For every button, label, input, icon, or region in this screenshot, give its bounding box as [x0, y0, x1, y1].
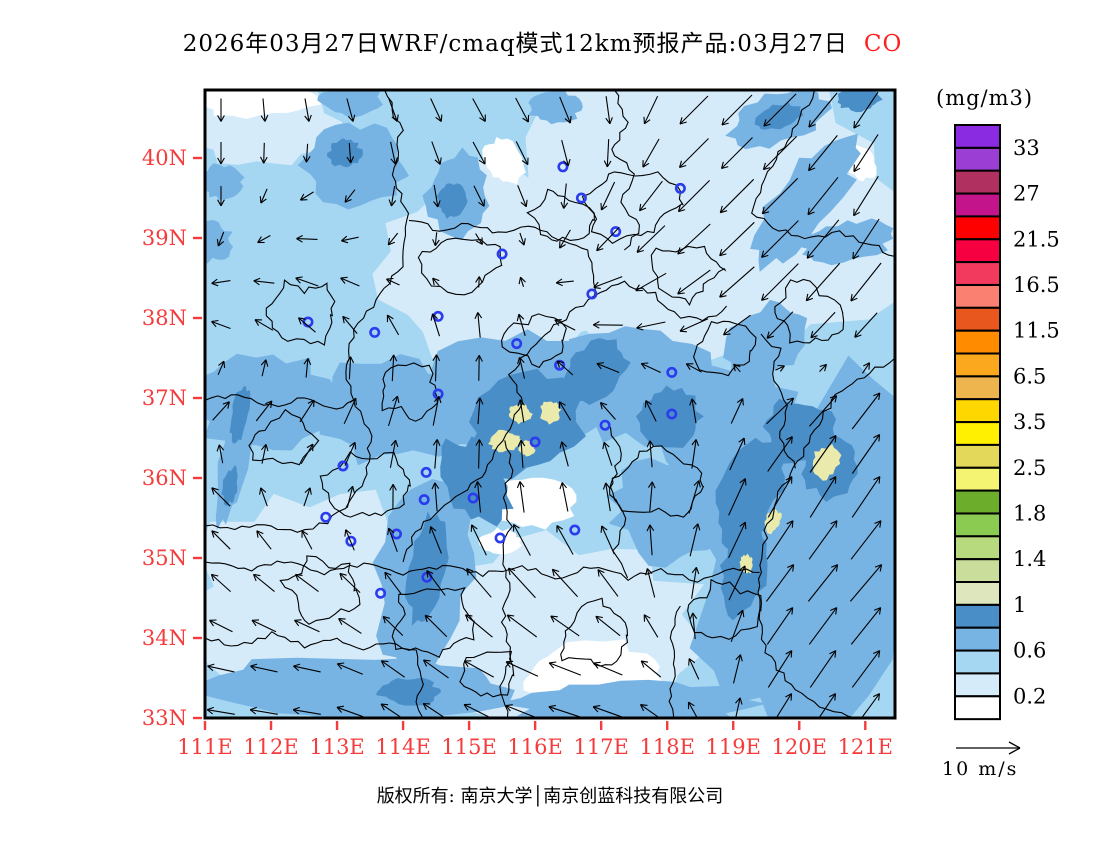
colorbar-cell [954, 306, 1001, 332]
colorbar-cell [954, 443, 1001, 469]
city-marker [666, 366, 678, 378]
colorbar-cell [954, 329, 1001, 355]
city-marker [432, 310, 444, 322]
city-marker [494, 532, 506, 544]
lon-tick-label: 120E [772, 735, 827, 759]
lon-tick-label: 114E [375, 735, 430, 759]
city-marker [467, 492, 479, 504]
colorbar-tick-label: 16.5 [1013, 273, 1060, 297]
city-marker [529, 436, 541, 448]
lon-tick-label: 117E [573, 735, 628, 759]
colorbar-cell [954, 352, 1001, 378]
colorbar-cell [954, 238, 1001, 264]
colorbar-cell [954, 489, 1001, 515]
lat-tick-label: 35N [142, 546, 187, 570]
city-marker [511, 338, 523, 350]
city-marker [375, 587, 387, 599]
lon-tick-label: 119E [706, 735, 761, 759]
colorbar-cell [954, 421, 1001, 446]
colorbar-cell [954, 124, 1001, 149]
colorbar-cell [954, 192, 1001, 218]
colorbar-tick-label: 21.5 [1013, 227, 1060, 251]
city-marker [496, 248, 508, 260]
city-marker [418, 494, 430, 506]
city-marker [554, 359, 566, 371]
colorbar-tick-label: 1.8 [1013, 502, 1046, 526]
city-marker [666, 408, 678, 420]
city-marker [345, 535, 357, 547]
colorbar-cell [954, 398, 1001, 424]
lon-tick-label: 121E [838, 735, 893, 759]
city-marker [391, 528, 403, 540]
colorbar-tick-label: 6.5 [1013, 364, 1046, 388]
colorbar-cell [954, 215, 1001, 241]
city-marker [674, 182, 686, 194]
title-text: 2026年03月27日WRF/cmaq模式12km预报产品:03月27日 [182, 31, 848, 57]
city-marker [610, 226, 622, 238]
city-marker [586, 288, 598, 300]
wind-scale-label: 10 m/s [942, 758, 1019, 780]
lat-tick-label: 38N [142, 306, 187, 330]
colorbar-tick-label: 3.5 [1013, 410, 1046, 434]
colorbar-units-label: (mg/m3) [936, 86, 1034, 110]
lon-tick-label: 118E [639, 735, 694, 759]
axis-labels: 40N 39N 38N 37N 36N 35N 34N 33N 111E 112E 113E 114E… [142, 146, 893, 759]
colorbar-tick-label: 1 [1013, 593, 1026, 617]
wind-vector-layer [206, 91, 883, 718]
city-marker [337, 460, 349, 472]
colorbar-cell [954, 284, 1001, 309]
colorbar-cell [954, 261, 1001, 286]
lat-tick-label: 39N [142, 226, 187, 250]
colorbar-tick-label: 11.5 [1013, 319, 1060, 343]
colorbar-tick-label: 27 [1013, 182, 1040, 206]
city-marker [599, 419, 611, 431]
city-marker [420, 466, 432, 478]
colorbar-cell [954, 512, 1001, 538]
page-title: 2026年03月27日WRF/cmaq模式12km预报产品:03月27日 CO [0, 24, 1085, 58]
lon-tick-label: 113E [309, 735, 364, 759]
colorbar-cell [954, 581, 1001, 606]
axis-ticks [193, 156, 867, 730]
title-pollutant: CO [863, 31, 903, 57]
colorbar-cell [954, 535, 1001, 561]
map-frame [203, 88, 897, 720]
colorbar-cell [954, 558, 1001, 584]
concentration-fill-layer [205, 90, 895, 718]
city-marker [320, 511, 332, 523]
colorbar-tick-label: 0.6 [1013, 639, 1046, 663]
colorbar-cell [954, 603, 1001, 629]
colorbar-tick-label: 2.5 [1013, 456, 1046, 480]
city-marker [569, 524, 581, 536]
lon-tick-label: 112E [243, 735, 298, 759]
city-marker [575, 192, 587, 204]
city-markers-layer [302, 161, 686, 599]
copyright: 版权所有: 南京大学│南京创蓝科技有限公司 [376, 786, 724, 807]
map-canvas: 40N 39N 38N 37N 36N 35N 34N 33N 111E 112E 113E 114E… [142, 88, 897, 759]
colorbar-tick-label: 33 [1013, 136, 1040, 160]
colorbar-cell [954, 466, 1001, 492]
lon-tick-label: 115E [441, 735, 496, 759]
lat-tick-label: 37N [142, 386, 187, 410]
colorbar-cell [954, 169, 1001, 195]
colorbar-cell [954, 649, 1001, 675]
lat-tick-label: 40N [142, 146, 187, 170]
lat-tick-label: 33N [142, 706, 187, 730]
lat-tick-label: 36N [142, 466, 187, 490]
colorbar-cell [954, 672, 1001, 698]
colorbar-tick-label: 1.4 [1013, 547, 1046, 571]
colorbar-cell [954, 146, 1001, 172]
colorbar-cell [954, 626, 1001, 652]
colorbar-tick-label: 0.2 [1013, 684, 1046, 708]
lon-tick-label: 116E [507, 735, 562, 759]
lon-tick-label: 111E [177, 735, 232, 759]
colorbar: 33 27 21.5 16.5 11.5 6.5 3.5 2.5 1.8 1.4 1 0.6 0.2 [954, 124, 1060, 721]
city-marker [557, 161, 569, 173]
lat-tick-label: 34N [142, 626, 187, 650]
colorbar-cell [954, 375, 1001, 401]
city-marker [369, 326, 381, 338]
wind-scale-arrow [956, 741, 1021, 755]
colorbar-cell [954, 695, 1001, 721]
